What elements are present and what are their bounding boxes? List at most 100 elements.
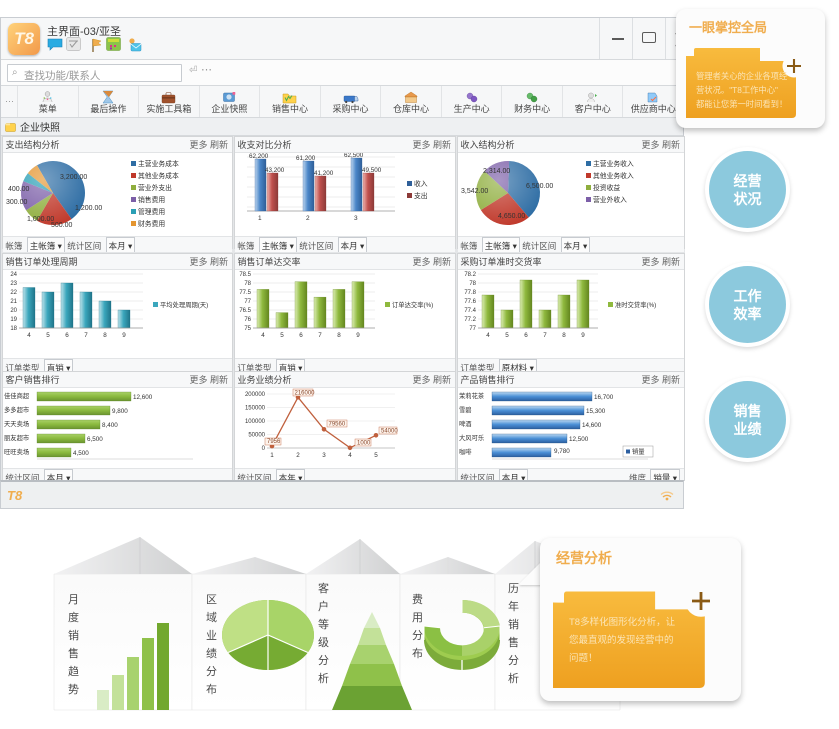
- svg-text:啤酒: 啤酒: [459, 419, 472, 428]
- svg-text:绩: 绩: [206, 647, 217, 660]
- svg-text:41,200: 41,200: [314, 170, 334, 177]
- svg-text:客: 客: [318, 581, 329, 595]
- svg-text:多多超市: 多多超市: [4, 405, 29, 414]
- svg-text:9: 9: [122, 332, 126, 339]
- svg-text:8: 8: [562, 332, 566, 339]
- svg-text:19: 19: [10, 317, 17, 323]
- svg-text:域: 域: [206, 611, 217, 624]
- svg-text:销售费用: 销售费用: [138, 195, 165, 204]
- svg-text:析: 析: [508, 671, 519, 685]
- svg-text:5: 5: [46, 332, 50, 339]
- svg-text:3: 3: [354, 215, 358, 222]
- svg-text:6: 6: [299, 332, 303, 339]
- svg-text:度: 度: [68, 610, 79, 624]
- svg-text:9,800: 9,800: [112, 408, 128, 415]
- svg-text:1: 1: [270, 452, 274, 459]
- svg-text:咖啡: 咖啡: [459, 447, 472, 456]
- svg-text:12,500: 12,500: [569, 436, 589, 443]
- svg-text:21: 21: [10, 299, 17, 305]
- svg-text:平均处理周期(天): 平均处理周期(天): [160, 300, 208, 309]
- svg-text:3,542.00: 3,542.00: [461, 188, 488, 195]
- svg-text:9,780: 9,780: [554, 448, 570, 455]
- svg-text:400.00: 400.00: [8, 186, 30, 193]
- svg-text:1: 1: [258, 215, 262, 222]
- svg-text:4: 4: [261, 332, 265, 339]
- svg-text:趋: 趋: [68, 665, 79, 678]
- svg-text:您最直观的发现经营中的: 您最直观的发现经营中的: [569, 634, 674, 646]
- svg-text:4: 4: [348, 452, 352, 459]
- svg-text:5: 5: [280, 332, 284, 339]
- svg-text:1,000.00: 1,000.00: [27, 216, 54, 223]
- svg-text:150000: 150000: [245, 406, 266, 412]
- svg-text:14,600: 14,600: [582, 422, 602, 429]
- svg-text:4,500: 4,500: [73, 450, 89, 457]
- svg-text:2: 2: [306, 215, 310, 222]
- svg-text:布: 布: [206, 683, 217, 696]
- svg-text:5: 5: [374, 452, 378, 459]
- svg-text:大风可乐: 大风可乐: [459, 433, 485, 442]
- svg-text:61,200: 61,200: [296, 155, 316, 162]
- svg-text:78.5: 78.5: [239, 272, 251, 278]
- svg-text:6: 6: [65, 332, 69, 339]
- svg-text:62,500: 62,500: [344, 153, 364, 159]
- svg-text:收入: 收入: [414, 179, 428, 188]
- svg-text:分: 分: [508, 654, 519, 667]
- svg-text:79560: 79560: [329, 421, 346, 427]
- svg-text:7: 7: [84, 332, 88, 339]
- svg-text:户: 户: [318, 599, 329, 613]
- svg-text:售: 售: [68, 646, 79, 660]
- svg-text:旺旺卖场: 旺旺卖场: [4, 447, 29, 456]
- svg-text:费: 费: [412, 593, 423, 606]
- svg-text:500.00: 500.00: [51, 222, 73, 229]
- svg-text:月: 月: [68, 594, 79, 606]
- svg-text:都能让您第一时间看到！: 都能让您第一时间看到！: [696, 99, 787, 109]
- svg-text:管理者关心的企业各项经: 管理者关心的企业各项经: [696, 71, 788, 81]
- svg-text:200000: 200000: [245, 392, 266, 398]
- svg-text:其他业务收入: 其他业务收入: [593, 171, 634, 180]
- svg-text:分: 分: [318, 654, 329, 667]
- svg-text:20: 20: [10, 308, 17, 314]
- svg-text:主营业务收入: 主营业务收入: [593, 159, 634, 168]
- svg-text:区: 区: [206, 594, 217, 606]
- svg-text:9: 9: [581, 332, 585, 339]
- svg-text:销量: 销量: [632, 447, 645, 456]
- svg-text:天天卖场: 天天卖场: [4, 419, 29, 428]
- svg-text:54000: 54000: [381, 428, 398, 434]
- svg-text:2: 2: [296, 452, 300, 459]
- svg-text:准时交贷率(%): 准时交贷率(%): [615, 300, 656, 309]
- svg-text:6,500: 6,500: [87, 436, 103, 443]
- svg-text:雪碧: 雪碧: [459, 405, 472, 414]
- svg-text:4,650.00: 4,650.00: [498, 213, 525, 220]
- svg-text:3,200.00: 3,200.00: [60, 174, 87, 181]
- svg-text:用: 用: [412, 612, 423, 624]
- svg-text:216000: 216000: [295, 390, 316, 396]
- svg-text:丽友超市: 丽友超市: [4, 433, 29, 442]
- svg-text:营业外收入: 营业外收入: [593, 195, 627, 204]
- svg-text:0: 0: [262, 446, 266, 452]
- svg-text:佳佳商超: 佳佳商超: [4, 391, 30, 400]
- svg-text:营业外支出: 营业外支出: [138, 183, 172, 192]
- svg-text:18: 18: [10, 326, 17, 332]
- svg-text:级: 级: [318, 636, 329, 649]
- svg-text:77.5: 77.5: [239, 290, 251, 296]
- svg-text:支出: 支出: [414, 191, 428, 200]
- svg-text:22: 22: [10, 290, 17, 296]
- svg-text:其他业务成本: 其他业务成本: [138, 171, 179, 180]
- svg-text:6: 6: [524, 332, 528, 339]
- svg-text:7: 7: [318, 332, 322, 339]
- svg-text:析: 析: [318, 671, 329, 685]
- svg-text:业: 业: [206, 629, 217, 642]
- svg-text:订单达交率(%): 订单达交率(%): [392, 300, 433, 309]
- svg-text:8,400: 8,400: [102, 422, 118, 429]
- svg-text:财务费用: 财务费用: [138, 219, 165, 228]
- svg-text:43,200: 43,200: [265, 167, 285, 174]
- svg-text:77.8: 77.8: [464, 290, 476, 296]
- svg-text:16,700: 16,700: [594, 394, 614, 401]
- svg-text:T8多样化图形化分析，让: T8多样化图形化分析，让: [569, 616, 676, 628]
- svg-text:75: 75: [244, 326, 251, 332]
- svg-text:6,500.00: 6,500.00: [526, 183, 553, 190]
- svg-text:8: 8: [103, 332, 107, 339]
- svg-text:3: 3: [322, 452, 326, 459]
- svg-text:77: 77: [244, 299, 251, 305]
- svg-text:1000: 1000: [357, 440, 371, 446]
